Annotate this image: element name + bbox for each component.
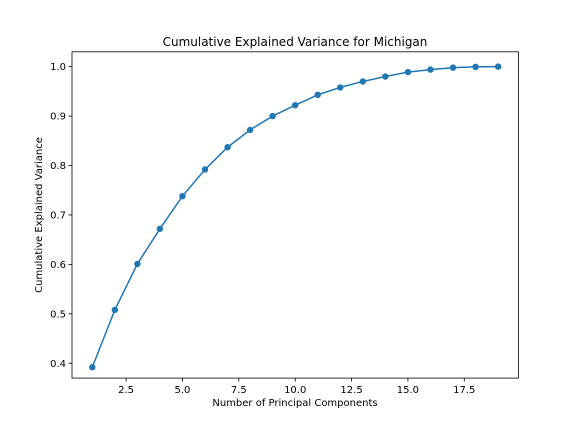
data-point [494, 63, 502, 70]
data-point [179, 192, 186, 200]
data-point [224, 144, 231, 151]
data-point [359, 78, 367, 85]
y-tick-label: 1.0 [50, 62, 66, 73]
x-tick-label: 15.0 [397, 385, 419, 396]
y-axis-label: Cumulative Explained Variance [34, 137, 45, 293]
y-tick-label: 0.7 [50, 210, 66, 221]
data-point [246, 126, 254, 134]
x-tick-label: 7.5 [231, 385, 247, 396]
y-tick-label: 0.8 [50, 161, 66, 172]
x-tick-label: 12.5 [340, 385, 362, 396]
data-point [156, 225, 164, 232]
x-tick-label: 2.5 [118, 385, 134, 396]
x-tick-label: 5.0 [175, 385, 191, 396]
data-point [314, 91, 321, 99]
data-point [472, 63, 479, 71]
data-point [404, 68, 412, 76]
data-point [269, 112, 276, 120]
y-tick-label: 0.4 [50, 359, 66, 370]
data-point [111, 306, 119, 314]
data-point [427, 66, 434, 73]
data-point [201, 166, 209, 173]
x-tick-label: 10.0 [284, 385, 306, 396]
y-tick-label: 0.9 [50, 112, 66, 123]
data-point [134, 260, 141, 268]
data-point [292, 101, 299, 109]
x-axis-label: Number of Principal Components [212, 398, 377, 409]
chart-title: Cumulative Explained Variance for Michig… [163, 35, 428, 49]
data-point [449, 64, 457, 71]
data-point [382, 73, 389, 80]
y-axis-ticks: 0.4 0.5 0.6 0.7 0.8 0.9 1.0 [50, 62, 72, 370]
data-point [89, 364, 96, 371]
x-tick-label: 17.5 [453, 385, 475, 396]
y-tick-label: 0.6 [50, 260, 66, 271]
data-point [337, 84, 344, 91]
y-tick-label: 0.5 [50, 309, 66, 320]
series-cumulative-variance [89, 63, 502, 371]
x-axis-ticks: 2.5 5.0 7.5 10.0 12.5 15.0 17.5 [118, 378, 475, 396]
